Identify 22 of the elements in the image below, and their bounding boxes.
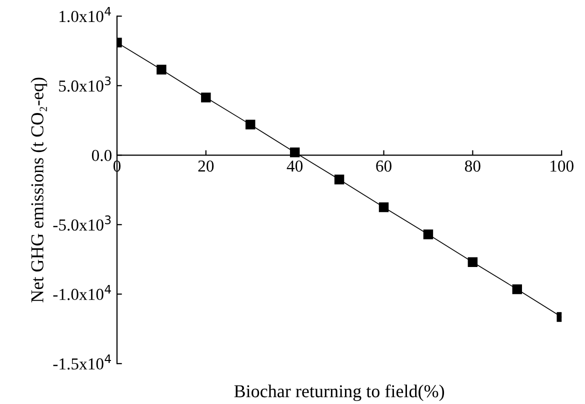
point <box>423 229 434 240</box>
point <box>378 202 389 212</box>
point <box>290 147 300 158</box>
point <box>468 257 478 268</box>
y-tick-label: 1.0x10$^{4}$ <box>60 7 111 22</box>
x-tick-label: 40 <box>286 160 303 172</box>
x-tick-label: 100 <box>550 160 574 172</box>
point <box>246 120 256 130</box>
y-tick-label: 5.0x10$^{3}$ <box>59 76 111 92</box>
point <box>201 92 211 102</box>
y-tick-label: -1.0x10$^{4}$ <box>53 285 111 300</box>
y-tick-label: -1.5x10$^{4}$ <box>53 354 111 370</box>
y-tick-label: 0.0 <box>92 150 112 162</box>
y-axis-title: Net GHG emissions (t CO₂-eq) <box>30 78 48 302</box>
x-tick-label: 80 <box>464 160 480 172</box>
point <box>334 174 344 184</box>
x-axis-title: Biochar returning to field(%) <box>234 384 444 402</box>
y-tick-label: -5.0x10$^{3}$ <box>53 215 111 231</box>
point <box>156 64 166 75</box>
point <box>512 284 522 294</box>
x-tick-label: 20 <box>198 160 214 172</box>
x-tick-label: 60 <box>376 160 392 172</box>
